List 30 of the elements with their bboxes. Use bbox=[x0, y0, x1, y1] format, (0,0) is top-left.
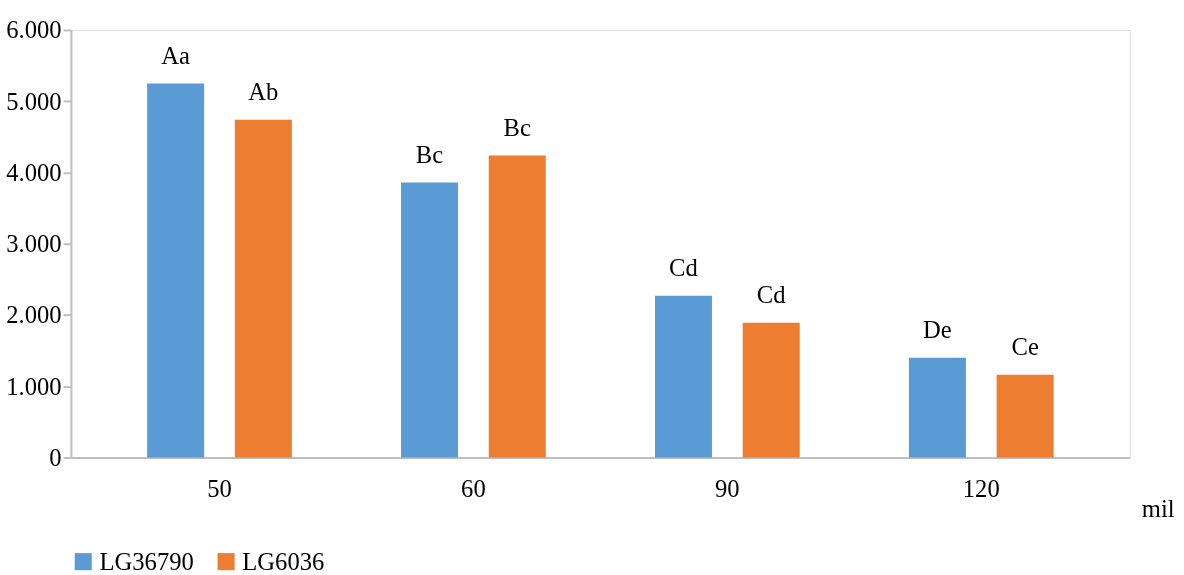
bar bbox=[401, 182, 459, 458]
data-label: Ce bbox=[1011, 333, 1039, 361]
bar bbox=[488, 155, 546, 458]
y-tick-label: 1.000 bbox=[6, 372, 62, 400]
bar bbox=[742, 322, 800, 458]
y-tick-label: 0 bbox=[49, 443, 62, 471]
bar bbox=[908, 357, 966, 458]
legend-label: LG36790 bbox=[99, 547, 194, 575]
legend-label: LG6036 bbox=[242, 547, 325, 575]
y-tick-label: 6.000 bbox=[6, 16, 62, 44]
x-tick-label: 60 bbox=[461, 475, 486, 503]
data-label: Cd bbox=[669, 254, 698, 282]
y-tick-label: 5.000 bbox=[6, 87, 62, 115]
data-label: Bc bbox=[415, 140, 444, 168]
data-label: Cd bbox=[756, 281, 786, 309]
x-tick-label: 120 bbox=[962, 475, 1000, 503]
data-label: De bbox=[923, 316, 952, 344]
x-tick-label: 90 bbox=[715, 475, 740, 503]
y-tick-label: 4.000 bbox=[6, 158, 62, 186]
data-label: Ab bbox=[248, 78, 279, 106]
bar bbox=[234, 119, 292, 458]
data-label: Bc bbox=[503, 113, 532, 141]
bar bbox=[147, 83, 205, 458]
data-label: Aa bbox=[161, 41, 191, 69]
bar bbox=[654, 295, 712, 458]
y-tick-label: 2.000 bbox=[6, 301, 62, 329]
y-tick-label: 3.000 bbox=[6, 230, 62, 258]
x-axis-title: mil bbox=[1141, 495, 1175, 523]
bar bbox=[996, 374, 1054, 458]
x-tick-label: 50 bbox=[207, 475, 232, 503]
